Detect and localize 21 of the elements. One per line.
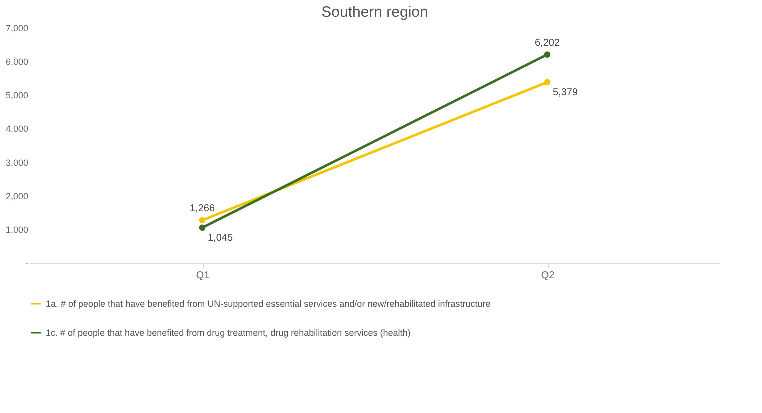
y-tick-label: 7,000 (6, 24, 28, 34)
data-label: 5,379 (552, 87, 578, 98)
data-label: 1,266 (190, 204, 216, 214)
chart-title: Southern region (322, 4, 428, 21)
x-tick-label: Q2 (541, 270, 556, 282)
y-tick-label: 6,000 (6, 57, 28, 68)
y-tick-label: - (26, 258, 28, 268)
y-tick-label: 2,000 (6, 191, 28, 202)
legend-label: 1a. # of people that have benefited from UN-supported essential services and/or new/rehabilitated infrastructure (46, 299, 491, 309)
point (199, 224, 206, 232)
y-tick-label: 3,000 (6, 158, 28, 168)
y-tick-label: 4,000 (6, 124, 28, 134)
legend-label: 1c. # of people that have benefited from drug treatment, drug rehabilitation services (health) (46, 328, 411, 338)
y-tick-label: 5,000 (6, 90, 28, 101)
data-label: 6,202 (534, 38, 560, 49)
point (544, 52, 551, 58)
x-tick-label: Q1 (196, 270, 210, 282)
point (544, 79, 551, 86)
y-tick-label: 1,000 (6, 224, 28, 235)
point (199, 217, 206, 224)
data-label: 1,045 (208, 232, 234, 244)
